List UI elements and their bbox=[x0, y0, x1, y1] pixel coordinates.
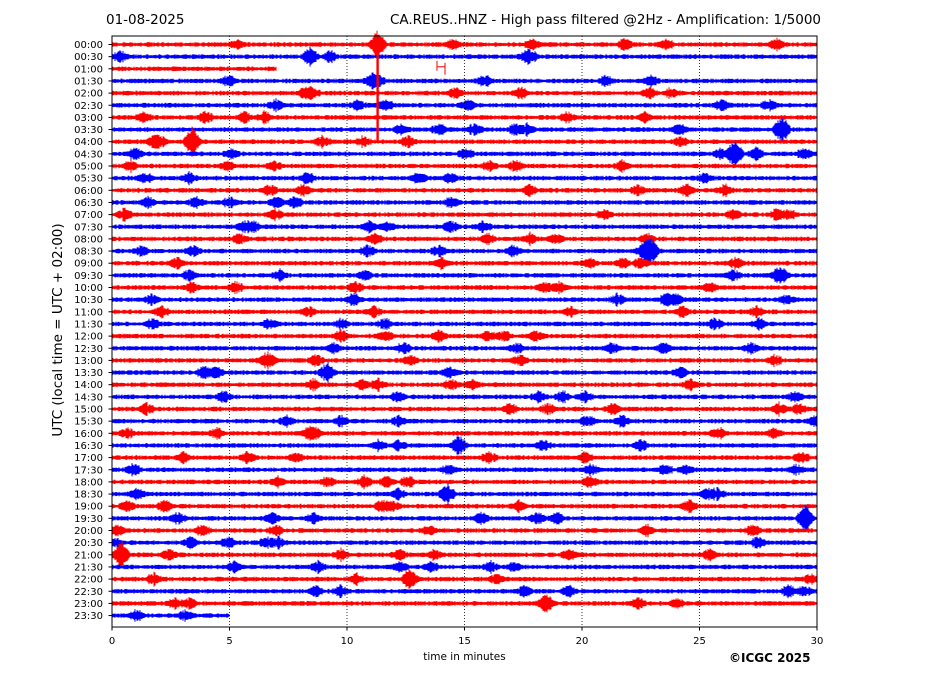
y-tick-label: 16:30 bbox=[74, 441, 103, 452]
y-tick-label: 17:00 bbox=[74, 453, 103, 464]
y-tick-label: 05:00 bbox=[74, 162, 103, 173]
y-tick-label: 15:30 bbox=[74, 417, 103, 428]
y-tick-label: 16:00 bbox=[74, 429, 103, 440]
y-tick-label: 15:00 bbox=[74, 405, 103, 416]
y-tick-label: 04:00 bbox=[74, 137, 103, 148]
y-tick-label: 00:00 bbox=[74, 40, 103, 51]
trace-2100 bbox=[111, 541, 818, 568]
y-tick-label: 07:30 bbox=[74, 222, 103, 233]
y-tick-label: 12:30 bbox=[74, 344, 103, 355]
trace-0100 bbox=[111, 66, 277, 72]
axes-layer bbox=[111, 35, 818, 628]
x-tick-label: 20 bbox=[576, 636, 589, 647]
chart-title: CA.REUS..HNZ - High pass filtered @2Hz -… bbox=[389, 12, 821, 28]
trace-1930 bbox=[111, 504, 818, 532]
trace-0930 bbox=[111, 267, 818, 284]
y-tick-label: 21:30 bbox=[74, 562, 103, 573]
plot-frame bbox=[111, 35, 818, 628]
y-tick-label: 18:00 bbox=[74, 477, 103, 488]
y-tick-label: 08:00 bbox=[74, 234, 103, 245]
y-tick-label: 13:00 bbox=[74, 356, 103, 367]
y-tick-label: 09:30 bbox=[74, 271, 103, 282]
y-tick-label: 03:00 bbox=[74, 113, 103, 124]
y-tick-label: 14:30 bbox=[74, 392, 103, 403]
trace-2330 bbox=[111, 609, 230, 622]
y-tick-label: 22:30 bbox=[74, 587, 103, 598]
y-tick-label: 01:00 bbox=[74, 64, 103, 75]
trace-1100 bbox=[111, 305, 818, 319]
x-tick-label: 0 bbox=[109, 636, 115, 647]
y-tick-label: 03:30 bbox=[74, 125, 103, 136]
y-tick-label: 10:30 bbox=[74, 295, 103, 306]
y-tick-label: 05:30 bbox=[74, 174, 103, 185]
y-axis-label: UTC (local time = UTC + 02:00) bbox=[50, 223, 66, 436]
y-tick-label: 13:30 bbox=[74, 368, 103, 379]
trace-1130 bbox=[111, 317, 818, 331]
x-tick-layer: 0 5 10 15 20 25 30 bbox=[109, 627, 824, 647]
y-tick-label: 00:30 bbox=[74, 52, 103, 63]
y-tick-label: 21:00 bbox=[74, 550, 103, 561]
y-tick-label: 12:00 bbox=[74, 332, 103, 343]
y-tick-label: 09:00 bbox=[74, 259, 103, 270]
y-tick-label: 07:00 bbox=[74, 210, 103, 221]
y-tick-label: 04:30 bbox=[74, 149, 103, 160]
y-tick-label: 02:00 bbox=[74, 89, 103, 100]
grid-layer bbox=[229, 36, 700, 627]
copyright-credit: ©ICGC 2025 bbox=[729, 651, 811, 665]
y-tick-label: 10:00 bbox=[74, 283, 103, 294]
spike-event bbox=[376, 36, 379, 142]
date-label: 01-08-2025 bbox=[106, 12, 185, 28]
y-tick-label: 20:00 bbox=[74, 526, 103, 537]
trace-0800 bbox=[111, 231, 818, 247]
y-tick-label: 23:00 bbox=[74, 599, 103, 610]
y-tick-label: 20:30 bbox=[74, 538, 103, 549]
y-tick-label: 18:30 bbox=[74, 490, 103, 501]
x-tick-label: 10 bbox=[341, 636, 354, 647]
y-tick-label: 11:00 bbox=[74, 307, 103, 318]
y-tick-label: 19:30 bbox=[74, 514, 103, 525]
y-tick-label: 23:30 bbox=[74, 611, 103, 622]
x-tick-label: 25 bbox=[693, 636, 706, 647]
y-tick-label: 06:30 bbox=[74, 198, 103, 209]
y-tick-label: 11:30 bbox=[74, 319, 103, 330]
trace-1530 bbox=[111, 414, 818, 428]
y-tick-label: 17:30 bbox=[74, 465, 103, 476]
x-tick-label: 5 bbox=[226, 636, 232, 647]
x-tick-label: 15 bbox=[458, 636, 471, 647]
y-tick-label: 14:00 bbox=[74, 380, 103, 391]
trace-layer bbox=[111, 30, 818, 622]
y-tick-label: 06:00 bbox=[74, 186, 103, 197]
x-tick-label: 30 bbox=[811, 636, 824, 647]
step-offset-event bbox=[436, 60, 446, 75]
x-axis-label: time in minutes bbox=[423, 651, 506, 663]
y-tick-label: 01:30 bbox=[74, 76, 103, 87]
y-tick-label: 19:00 bbox=[74, 502, 103, 513]
trace-0830 bbox=[111, 238, 818, 264]
trace-1800 bbox=[111, 474, 818, 490]
y-tick-label: 08:30 bbox=[74, 247, 103, 258]
y-tick-label: 22:00 bbox=[74, 575, 103, 586]
y-tick-label: 02:30 bbox=[74, 101, 103, 112]
